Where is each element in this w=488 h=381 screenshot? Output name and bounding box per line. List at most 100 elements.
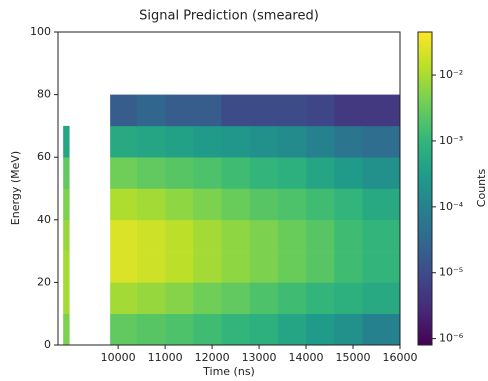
heatmap-cell xyxy=(193,251,222,283)
heatmap-cell xyxy=(221,157,250,189)
x-tick-label: 12000 xyxy=(195,351,230,364)
heatmap-cell xyxy=(277,94,307,127)
heatmap-cell xyxy=(136,251,166,283)
x-tick-label: 13000 xyxy=(242,351,277,364)
colorbar-frame xyxy=(417,31,433,346)
heatmap-cell xyxy=(306,94,335,127)
heatmap-cell xyxy=(165,313,194,346)
heatmap-cell xyxy=(334,282,363,314)
heatmap-cell xyxy=(362,94,401,127)
heatmap-cell xyxy=(277,313,307,346)
heatmap-cell xyxy=(362,282,401,314)
heatmap-cell xyxy=(221,219,250,252)
heatmap-cell xyxy=(277,188,307,221)
heatmap-cell xyxy=(63,219,70,252)
heatmap-cell xyxy=(306,219,335,252)
heatmap-cell xyxy=(110,188,138,221)
heatmap-cell xyxy=(221,251,250,283)
heatmap-cell xyxy=(362,251,401,283)
x-tick-label: 11000 xyxy=(148,351,183,364)
heatmap-cell xyxy=(306,157,335,189)
heatmap-cell xyxy=(277,282,307,314)
heatmap-cell xyxy=(277,219,307,252)
heatmap-cell xyxy=(110,125,138,158)
heatmap-cell xyxy=(221,188,250,221)
heatmap-cell xyxy=(334,125,363,158)
heatmap-cell xyxy=(136,313,166,346)
heatmap-cell xyxy=(165,125,194,158)
heatmap-cell xyxy=(221,282,250,314)
heatmap-cell xyxy=(110,94,138,127)
heatmap-cell xyxy=(362,313,401,346)
heatmap-cell xyxy=(63,157,70,189)
plot-frame xyxy=(57,31,401,346)
y-tick-label: 60 xyxy=(37,150,51,163)
colorbar-tick-label: 10⁻³ xyxy=(439,134,463,147)
heatmap-cell xyxy=(249,157,279,189)
heatmap-cell xyxy=(334,251,363,283)
heatmap-cell xyxy=(193,125,222,158)
y-tick-label: 40 xyxy=(37,213,51,226)
x-tick-label: 16000 xyxy=(383,351,418,364)
x-tick-label: 15000 xyxy=(336,351,371,364)
heatmap-cell xyxy=(63,313,70,346)
heatmap-cell xyxy=(277,157,307,189)
chart-title: Signal Prediction (smeared) xyxy=(139,9,319,24)
heatmap-cell xyxy=(277,125,307,158)
heatmap-cell xyxy=(249,251,279,283)
heatmap-cell xyxy=(110,282,138,314)
colorbar-tick-label: 10⁻⁵ xyxy=(439,266,463,279)
heatmap-cell xyxy=(193,313,222,346)
heatmap-cell xyxy=(63,282,70,314)
heatmap-cell xyxy=(165,219,194,252)
heatmap-cell xyxy=(136,219,166,252)
heatmap-cell xyxy=(63,251,70,283)
y-tick-label: 100 xyxy=(30,25,51,38)
heatmap-cell xyxy=(249,94,279,127)
heatmap-cell xyxy=(193,94,222,127)
heatmap-cell xyxy=(362,188,401,221)
heatmap-cell xyxy=(136,94,166,127)
heatmap-cell xyxy=(249,219,279,252)
heatmap-cell xyxy=(221,94,250,127)
x-tick-label: 10000 xyxy=(101,351,136,364)
heatmap-cell xyxy=(136,282,166,314)
heatmap-cell xyxy=(165,94,194,127)
heatmap-cell xyxy=(63,125,70,158)
colorbar-tick-label: 10⁻² xyxy=(439,68,463,81)
y-axis-label: Energy (MeV) xyxy=(9,151,22,225)
heatmap-cell xyxy=(193,188,222,221)
heatmap-cell xyxy=(306,282,335,314)
heatmap-cell xyxy=(136,157,166,189)
heatmap-cell xyxy=(193,219,222,252)
x-axis-label: Time (ns) xyxy=(202,365,255,378)
heatmap-cell xyxy=(306,251,335,283)
colorbar-tick-label: 10⁻⁴ xyxy=(439,200,464,213)
heatmap-cell xyxy=(249,188,279,221)
heatmap-cell xyxy=(277,251,307,283)
heatmap-cell xyxy=(165,188,194,221)
heatmap-cell xyxy=(306,188,335,221)
heatmap-cell xyxy=(362,125,401,158)
heatmap-cell xyxy=(165,157,194,189)
heatmap-cell xyxy=(193,157,222,189)
x-tick-label: 14000 xyxy=(289,351,324,364)
heatmap-cell xyxy=(136,188,166,221)
heatmap-cell xyxy=(110,313,138,346)
heatmap-cell xyxy=(306,313,335,346)
colorbar-label: Counts xyxy=(475,169,488,208)
heatmap-cell xyxy=(334,219,363,252)
heatmap-cell xyxy=(362,219,401,252)
heatmap-cell xyxy=(221,125,250,158)
heatmap-cell xyxy=(221,313,250,346)
colorbar-tick-label: 10⁻⁶ xyxy=(439,332,464,345)
heatmap-cell xyxy=(63,188,70,221)
heatmap-cell xyxy=(136,125,166,158)
y-tick-label: 80 xyxy=(37,88,51,101)
heatmap-cell xyxy=(110,251,138,283)
heatmap-cell xyxy=(249,313,279,346)
heatmap-cell xyxy=(334,188,363,221)
heatmap-cell xyxy=(334,313,363,346)
heatmap-cell xyxy=(362,157,401,189)
